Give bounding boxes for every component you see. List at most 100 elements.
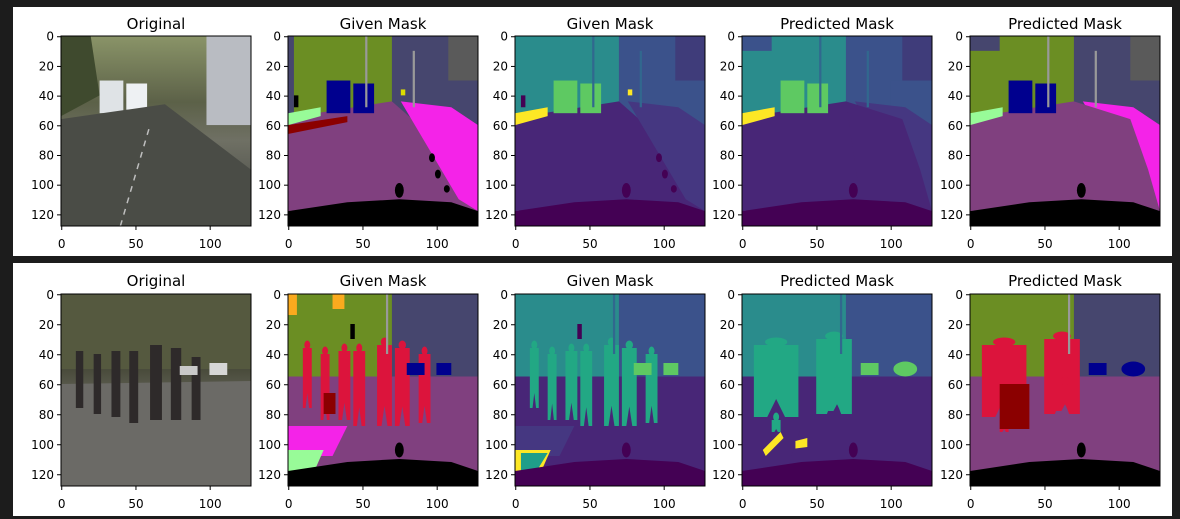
- mask-van: [553, 80, 578, 114]
- mask-sidewalk: [627, 101, 705, 212]
- y-tick-label: 40: [39, 89, 54, 103]
- mask-person: [753, 345, 799, 417]
- y-tick-label: 60: [493, 378, 508, 392]
- mask-road-marking: [429, 153, 435, 163]
- x-tick-label: 50: [582, 237, 597, 251]
- mask-sky: [448, 36, 478, 81]
- axes-frame: [969, 293, 1161, 487]
- mask-road: [288, 101, 478, 212]
- figure-row-1: Original 0 20 40 60 80 100 120 0 50 100 Given Mask 0…: [13, 7, 1172, 256]
- x-tick-label: 100: [653, 237, 676, 251]
- subplot-1: Original 0 20 40 60 80 100 120 0 50 100: [31, 272, 252, 511]
- subplot-title: Predicted Mask: [1008, 272, 1122, 290]
- axes-frame: [514, 293, 706, 487]
- mask-sign: [762, 432, 784, 456]
- y-tick-label: 40: [39, 348, 54, 362]
- subplot-image: [515, 294, 705, 486]
- x-tick-label: 0: [58, 237, 66, 251]
- subplot-image: [742, 36, 932, 226]
- mask-van: [807, 83, 829, 114]
- x-tick-label: 100: [426, 497, 449, 511]
- y-tick-label: 120: [485, 468, 508, 482]
- mask-building: [845, 294, 932, 384]
- mask-car: [663, 363, 679, 375]
- subplot-1: Original 0 20 40 60 80 100 120 0 50 100: [31, 15, 252, 251]
- mask-car: [633, 363, 652, 375]
- mask-sidewalk: [515, 426, 575, 456]
- y-tick-label: 60: [720, 378, 735, 392]
- subplot-title: Given Mask: [340, 15, 427, 33]
- x-tick-label: 50: [128, 237, 143, 251]
- subplot-image: [288, 36, 478, 226]
- y-tick-label: 80: [39, 408, 54, 422]
- mask-road-marking: [670, 185, 677, 193]
- mask-pole: [385, 294, 389, 354]
- mask-road: [515, 101, 705, 212]
- photo-car: [209, 363, 228, 375]
- x-tick-label: 100: [199, 237, 222, 251]
- subplot-title: Given Mask: [567, 272, 654, 290]
- y-tick-label: 20: [493, 59, 508, 73]
- mask-road: [970, 426, 1030, 471]
- photo-pedestrian: [191, 357, 201, 420]
- mask-road: [845, 101, 932, 212]
- x-tick-label: 50: [809, 237, 824, 251]
- x-tick-label: 50: [128, 497, 143, 511]
- subplot-3: Given Mask 0 20 40 60 80 100 120 0 50 100: [485, 272, 706, 511]
- axes-frame: [741, 35, 933, 227]
- mask-orange-object: [288, 294, 297, 315]
- mask-person: [377, 345, 392, 426]
- y-tick-label: 20: [493, 318, 508, 332]
- mask-ego-marker: [1076, 442, 1086, 458]
- subplot-image: [970, 36, 1160, 226]
- mask-person-head: [398, 340, 407, 350]
- x-tick-label: 50: [355, 497, 370, 511]
- y-tick-label: 40: [948, 348, 963, 362]
- mask-car: [860, 363, 879, 375]
- mask-person-head: [531, 340, 538, 350]
- y-tick-label: 120: [31, 468, 54, 482]
- x-tick-label: 0: [739, 237, 747, 251]
- x-tick-label: 0: [512, 237, 520, 251]
- subplot-title: Predicted Mask: [780, 15, 894, 33]
- mask-car: [436, 363, 452, 375]
- mask-van: [326, 80, 351, 114]
- mask-person: [529, 348, 539, 408]
- mask-person-head: [322, 346, 329, 356]
- y-tick-label: 120: [31, 208, 54, 222]
- y-tick-label: 120: [940, 208, 963, 222]
- mask-building: [970, 36, 1000, 51]
- mask-person: [621, 348, 637, 426]
- photo-pedestrian: [129, 351, 139, 423]
- mask-person: [353, 351, 366, 426]
- mask-person: [1056, 384, 1074, 411]
- axes-frame: [60, 35, 252, 227]
- mask-ego-marker: [848, 182, 858, 198]
- x-tick-label: 100: [1108, 237, 1131, 251]
- mask-person: [828, 384, 846, 411]
- x-tick-label: 0: [967, 497, 975, 511]
- x-tick-label: 0: [739, 497, 747, 511]
- mask-sidewalk: [288, 426, 348, 456]
- x-tick-label: 50: [1037, 497, 1052, 511]
- y-tick-label: 60: [948, 378, 963, 392]
- y-tick-label: 0: [273, 288, 281, 302]
- y-tick-label: 100: [940, 438, 963, 452]
- mask-ego-vehicle: [288, 459, 478, 486]
- y-tick-label: 20: [266, 318, 281, 332]
- y-tick-label: 120: [258, 468, 281, 482]
- mask-person: [580, 351, 593, 426]
- y-tick-label: 40: [266, 89, 281, 103]
- subplot-title: Original: [127, 272, 186, 290]
- mask-ego-vehicle: [970, 459, 1160, 486]
- subplot-image: [742, 294, 932, 486]
- y-tick-label: 60: [720, 119, 735, 133]
- mask-pole: [1047, 36, 1050, 108]
- y-tick-label: 100: [258, 438, 281, 452]
- y-tick-label: 80: [493, 408, 508, 422]
- y-tick-label: 80: [266, 148, 281, 162]
- mask-person-head: [304, 340, 311, 350]
- mask-van: [1035, 83, 1057, 114]
- photo-pedestrian: [111, 351, 121, 417]
- x-tick-label: 0: [58, 497, 66, 511]
